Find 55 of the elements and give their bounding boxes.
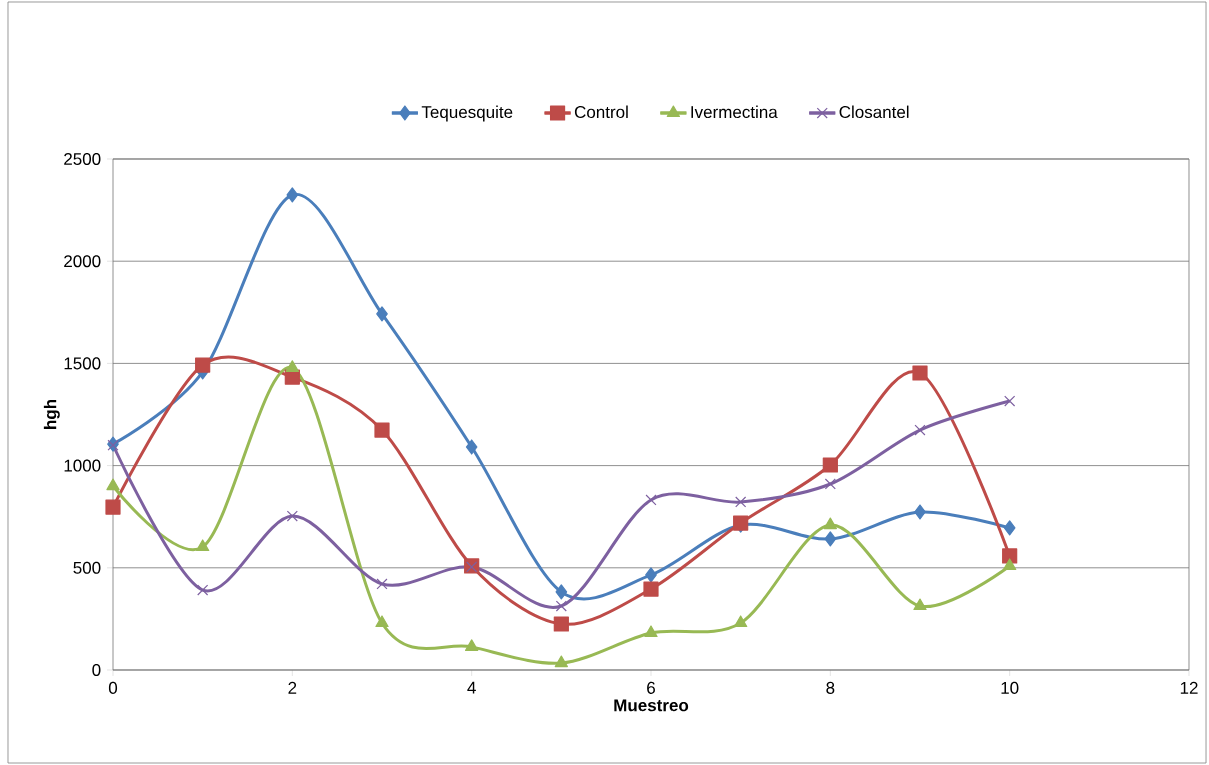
legend-label: Closantel [839,105,909,119]
y-tick-label: 1500 [64,357,101,370]
point [822,457,838,473]
point [196,539,210,552]
point [823,517,837,530]
x-tick-label: 12 [1180,681,1198,694]
y-axis-title: hgh [43,399,60,429]
point [106,478,120,491]
x-axis-title: Muestreo [614,699,689,712]
point [286,510,298,522]
point [645,494,657,506]
point [645,567,657,583]
point [376,306,388,322]
point [285,360,299,372]
legend-label: Control [574,105,628,119]
y-tick-label: 500 [73,561,101,574]
legend-label: Tequesquite [421,105,513,122]
point [376,578,388,590]
x-tick-label: 0 [108,681,118,694]
x-tick-label: 2 [288,681,297,694]
legend-label: Ivermectina [691,105,778,119]
point [465,639,479,651]
point [734,615,748,628]
x-tick-label: 6 [647,681,655,694]
point [735,496,747,508]
point [914,504,926,520]
y-tick-label: 2500 [64,152,101,166]
point [912,365,928,381]
y-tick-label: 2000 [64,255,101,268]
point [914,424,926,436]
point [195,357,211,373]
point [286,187,299,203]
point [1003,558,1017,571]
point [824,531,837,547]
point [375,615,389,628]
point [555,584,568,600]
x-tick-label: 4 [467,681,476,694]
point [644,625,658,638]
point [197,584,209,596]
point [1002,548,1018,564]
point [824,478,836,490]
point [1004,395,1016,407]
y-tick-label: 1000 [64,459,101,472]
point [1003,520,1016,536]
point [553,616,569,632]
point [554,655,568,668]
y-tick-label: 0 [92,663,101,677]
point [555,600,567,612]
point [465,439,478,455]
x-tick-label: 10 [1001,681,1019,694]
point [913,598,927,611]
point [374,422,390,438]
point [105,499,121,515]
x-tick-label: 8 [826,681,835,694]
point [643,581,659,597]
